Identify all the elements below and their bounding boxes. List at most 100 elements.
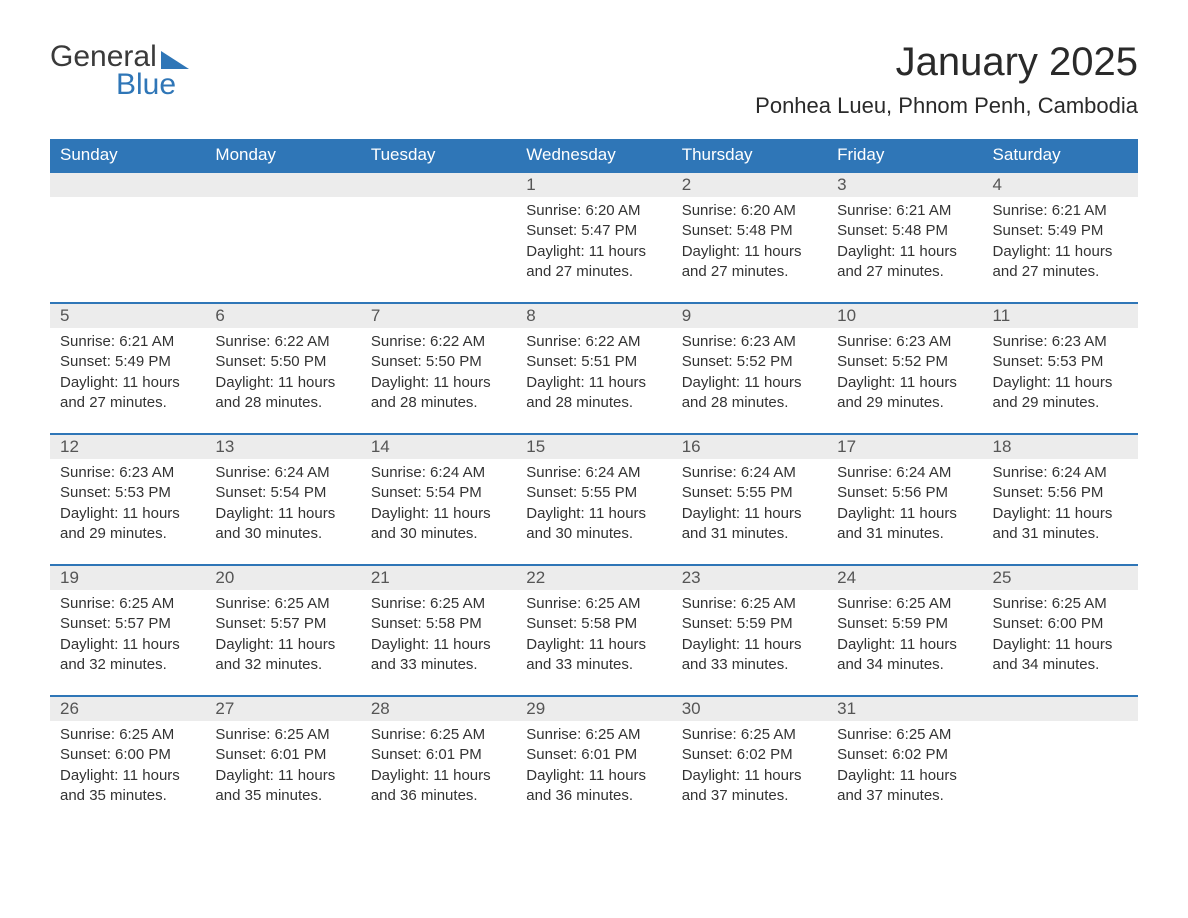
day-details: Sunrise: 6:25 AMSunset: 6:01 PMDaylight:… — [361, 721, 516, 827]
day-details: Sunrise: 6:24 AMSunset: 5:55 PMDaylight:… — [516, 459, 671, 565]
sunset-line: Sunset: 5:59 PM — [682, 614, 817, 634]
details-row: Sunrise: 6:25 AMSunset: 5:57 PMDaylight:… — [50, 590, 1138, 696]
weekday-header: Thursday — [672, 139, 827, 172]
day-details: Sunrise: 6:25 AMSunset: 6:00 PMDaylight:… — [983, 590, 1138, 696]
day-number — [50, 172, 205, 197]
sunrise-line: Sunrise: 6:24 AM — [526, 463, 661, 483]
daylight-line: Daylight: 11 hours and 27 minutes. — [993, 242, 1128, 283]
sunset-line: Sunset: 5:55 PM — [526, 483, 661, 503]
details-row: Sunrise: 6:23 AMSunset: 5:53 PMDaylight:… — [50, 459, 1138, 565]
sunset-line: Sunset: 5:49 PM — [993, 221, 1128, 241]
day-number: 21 — [361, 565, 516, 590]
sunrise-line: Sunrise: 6:25 AM — [60, 725, 195, 745]
sunrise-line: Sunrise: 6:25 AM — [60, 594, 195, 614]
day-number: 27 — [205, 696, 360, 721]
sunset-line: Sunset: 5:54 PM — [371, 483, 506, 503]
day-details — [50, 197, 205, 303]
day-number: 16 — [672, 434, 827, 459]
day-details: Sunrise: 6:25 AMSunset: 5:57 PMDaylight:… — [50, 590, 205, 696]
page-header: General Blue January 2025 Ponhea Lueu, P… — [50, 40, 1138, 119]
day-number: 14 — [361, 434, 516, 459]
daylight-line: Daylight: 11 hours and 29 minutes. — [60, 504, 195, 545]
day-details: Sunrise: 6:25 AMSunset: 6:00 PMDaylight:… — [50, 721, 205, 827]
day-details: Sunrise: 6:25 AMSunset: 6:01 PMDaylight:… — [516, 721, 671, 827]
day-number: 23 — [672, 565, 827, 590]
sunset-line: Sunset: 5:57 PM — [60, 614, 195, 634]
sunrise-line: Sunrise: 6:25 AM — [371, 725, 506, 745]
sunset-line: Sunset: 5:50 PM — [371, 352, 506, 372]
sunrise-line: Sunrise: 6:25 AM — [837, 725, 972, 745]
daylight-line: Daylight: 11 hours and 30 minutes. — [526, 504, 661, 545]
daylight-line: Daylight: 11 hours and 35 minutes. — [60, 766, 195, 807]
sunset-line: Sunset: 6:01 PM — [371, 745, 506, 765]
sunrise-line: Sunrise: 6:25 AM — [682, 725, 817, 745]
day-details: Sunrise: 6:21 AMSunset: 5:49 PMDaylight:… — [983, 197, 1138, 303]
day-details — [983, 721, 1138, 827]
sunrise-line: Sunrise: 6:22 AM — [371, 332, 506, 352]
day-number: 15 — [516, 434, 671, 459]
sunrise-line: Sunrise: 6:25 AM — [215, 594, 350, 614]
sunset-line: Sunset: 5:49 PM — [60, 352, 195, 372]
day-number: 13 — [205, 434, 360, 459]
sunset-line: Sunset: 5:56 PM — [993, 483, 1128, 503]
daylight-line: Daylight: 11 hours and 28 minutes. — [215, 373, 350, 414]
daylight-line: Daylight: 11 hours and 32 minutes. — [60, 635, 195, 676]
day-number — [205, 172, 360, 197]
details-row: Sunrise: 6:25 AMSunset: 6:00 PMDaylight:… — [50, 721, 1138, 827]
day-details: Sunrise: 6:25 AMSunset: 6:01 PMDaylight:… — [205, 721, 360, 827]
day-details: Sunrise: 6:25 AMSunset: 5:58 PMDaylight:… — [361, 590, 516, 696]
sunrise-line: Sunrise: 6:21 AM — [837, 201, 972, 221]
sunrise-line: Sunrise: 6:25 AM — [371, 594, 506, 614]
sunrise-line: Sunrise: 6:23 AM — [993, 332, 1128, 352]
logo: General Blue — [50, 40, 189, 102]
day-details: Sunrise: 6:21 AMSunset: 5:48 PMDaylight:… — [827, 197, 982, 303]
day-number: 25 — [983, 565, 1138, 590]
logo-word-2: Blue — [116, 68, 176, 102]
weekday-header: Tuesday — [361, 139, 516, 172]
day-details: Sunrise: 6:23 AMSunset: 5:53 PMDaylight:… — [983, 328, 1138, 434]
daylight-line: Daylight: 11 hours and 36 minutes. — [371, 766, 506, 807]
daylight-line: Daylight: 11 hours and 28 minutes. — [682, 373, 817, 414]
daynum-row: 262728293031 — [50, 696, 1138, 721]
sunrise-line: Sunrise: 6:20 AM — [682, 201, 817, 221]
sunset-line: Sunset: 6:01 PM — [215, 745, 350, 765]
daynum-row: 567891011 — [50, 303, 1138, 328]
details-row: Sunrise: 6:21 AMSunset: 5:49 PMDaylight:… — [50, 328, 1138, 434]
weekday-header: Wednesday — [516, 139, 671, 172]
sunset-line: Sunset: 6:01 PM — [526, 745, 661, 765]
sunset-line: Sunset: 5:57 PM — [215, 614, 350, 634]
day-number: 24 — [827, 565, 982, 590]
day-number: 11 — [983, 303, 1138, 328]
sunrise-line: Sunrise: 6:21 AM — [993, 201, 1128, 221]
day-details: Sunrise: 6:25 AMSunset: 5:59 PMDaylight:… — [827, 590, 982, 696]
day-number: 28 — [361, 696, 516, 721]
sunset-line: Sunset: 5:48 PM — [682, 221, 817, 241]
daylight-line: Daylight: 11 hours and 34 minutes. — [837, 635, 972, 676]
weekday-header-row: SundayMondayTuesdayWednesdayThursdayFrid… — [50, 139, 1138, 172]
day-details: Sunrise: 6:20 AMSunset: 5:47 PMDaylight:… — [516, 197, 671, 303]
daynum-row: 19202122232425 — [50, 565, 1138, 590]
sunrise-line: Sunrise: 6:24 AM — [993, 463, 1128, 483]
sunset-line: Sunset: 5:55 PM — [682, 483, 817, 503]
calendar-table: SundayMondayTuesdayWednesdayThursdayFrid… — [50, 139, 1138, 827]
day-number: 29 — [516, 696, 671, 721]
sunrise-line: Sunrise: 6:25 AM — [526, 594, 661, 614]
day-details: Sunrise: 6:23 AMSunset: 5:52 PMDaylight:… — [672, 328, 827, 434]
sunrise-line: Sunrise: 6:25 AM — [682, 594, 817, 614]
day-number: 12 — [50, 434, 205, 459]
day-number: 4 — [983, 172, 1138, 197]
weekday-header: Monday — [205, 139, 360, 172]
day-number: 3 — [827, 172, 982, 197]
daylight-line: Daylight: 11 hours and 29 minutes. — [993, 373, 1128, 414]
day-details — [361, 197, 516, 303]
day-number: 2 — [672, 172, 827, 197]
day-details: Sunrise: 6:20 AMSunset: 5:48 PMDaylight:… — [672, 197, 827, 303]
sunrise-line: Sunrise: 6:23 AM — [837, 332, 972, 352]
day-number — [361, 172, 516, 197]
sunrise-line: Sunrise: 6:23 AM — [682, 332, 817, 352]
sunset-line: Sunset: 5:54 PM — [215, 483, 350, 503]
weekday-header: Friday — [827, 139, 982, 172]
sunrise-line: Sunrise: 6:24 AM — [371, 463, 506, 483]
day-number: 6 — [205, 303, 360, 328]
day-number: 10 — [827, 303, 982, 328]
